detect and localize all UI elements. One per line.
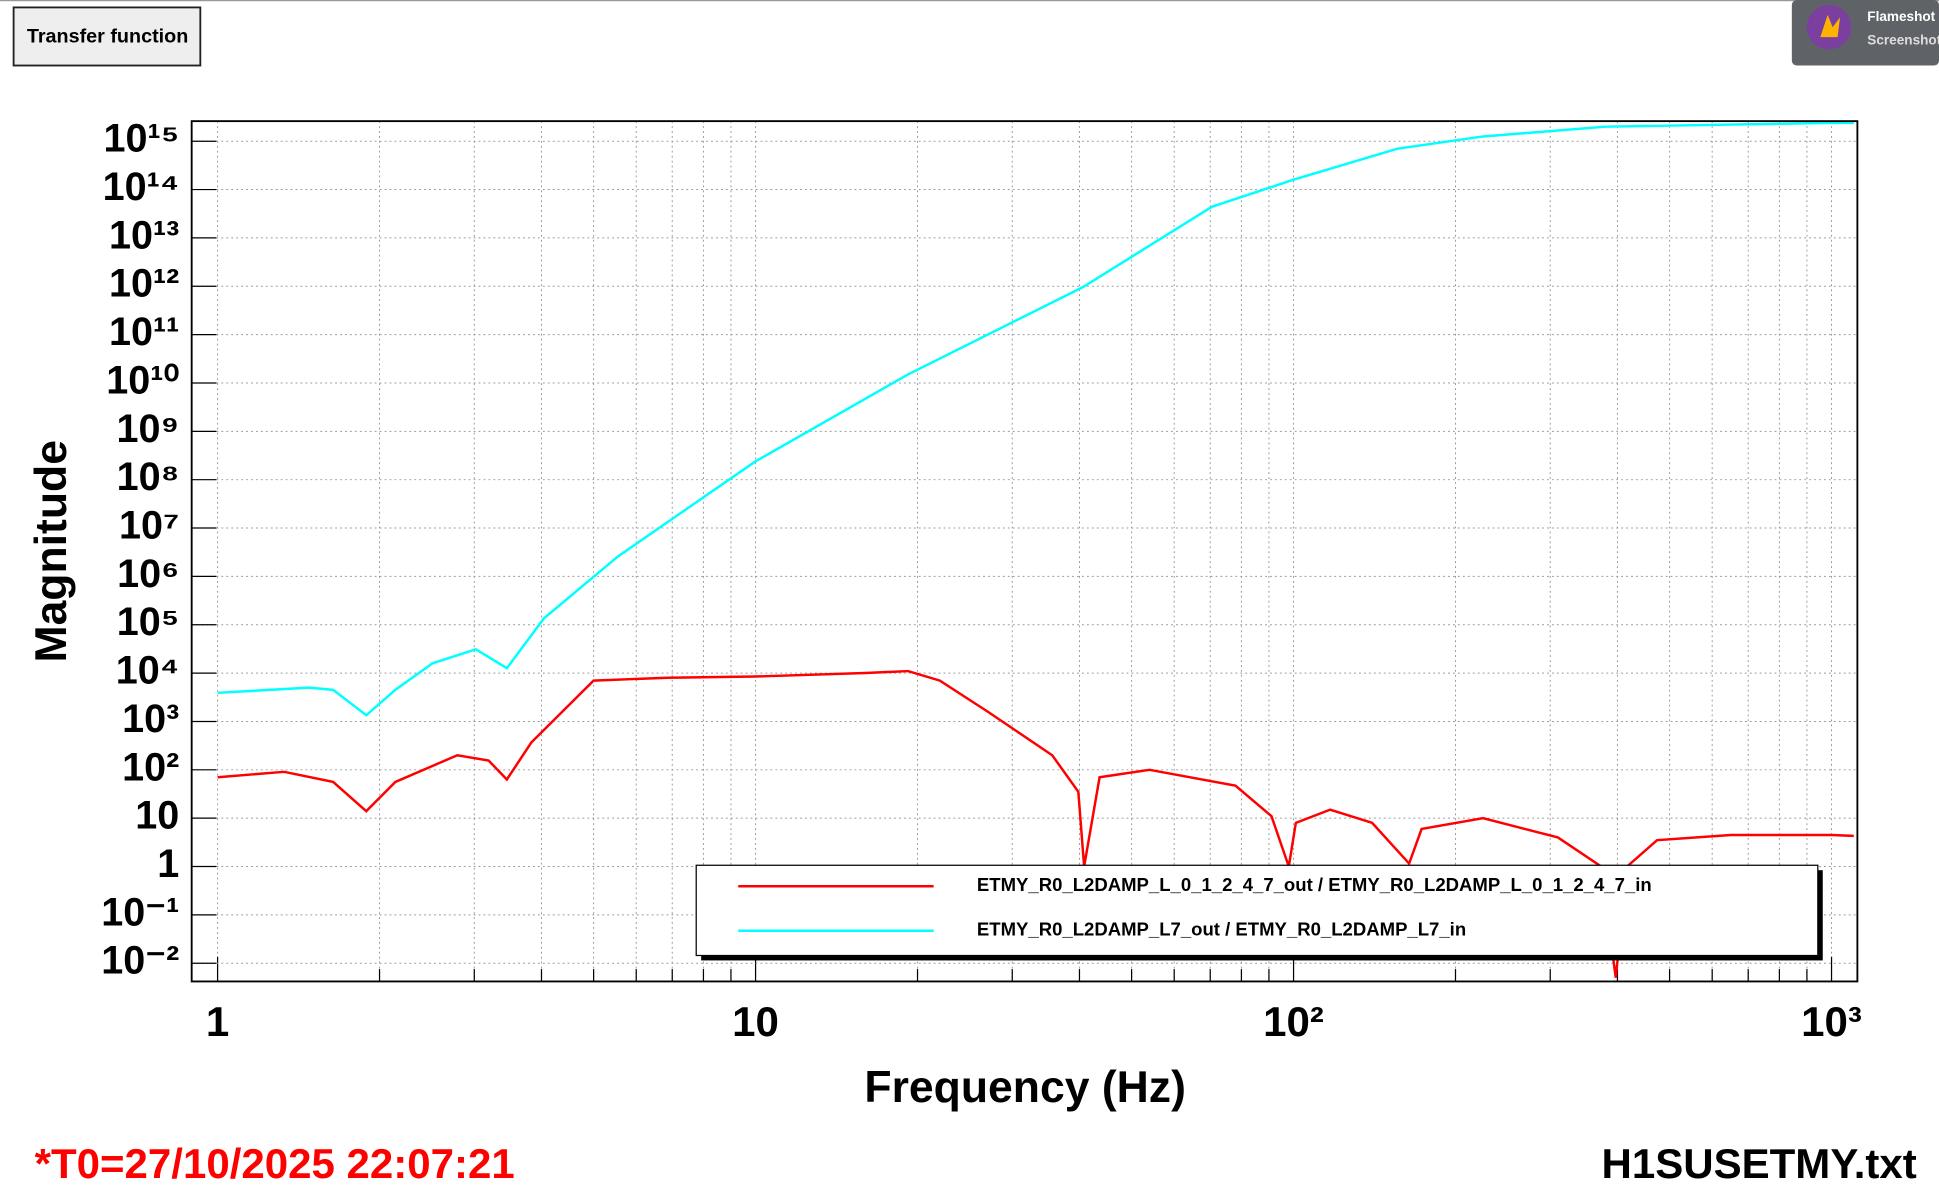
button-label[interactable]: Transfer function xyxy=(27,25,188,47)
badge-title: Flameshot xyxy=(1867,9,1935,24)
legend-label: ETMY_R0_L2DAMP_L_0_1_2_4_7_out / ETMY_R0… xyxy=(977,874,1652,895)
t0-label: *T0=27/10/2025 22:07:21 xyxy=(35,1140,515,1187)
y-tick-label: 10⁵ xyxy=(117,600,180,644)
y-tick-label: 10¹³ xyxy=(109,213,179,257)
plot-frame xyxy=(190,120,1859,983)
legend-label: ETMY_R0_L2DAMP_L7_out / ETMY_R0_L2DAMP_L… xyxy=(977,919,1466,940)
x-tick-label: 10² xyxy=(1263,998,1324,1045)
badge-subtitle: Screenshot xyxy=(1867,32,1939,47)
y-tick-label: 10¹⁴ xyxy=(103,165,180,209)
badge-flame xyxy=(1820,14,1841,38)
y-tick-label: 1 xyxy=(157,842,179,886)
y-tick-label: 10 xyxy=(135,794,179,838)
y-axis-title: Magnitude xyxy=(27,440,76,662)
y-tick-label: 10⁹ xyxy=(117,407,180,451)
y-tick-label: 10⁻² xyxy=(101,939,179,983)
y-tick-label: 10⁶ xyxy=(117,552,179,596)
y-tick-label: 10¹⁰ xyxy=(106,358,179,402)
y-tick-label: 10⁸ xyxy=(117,455,180,499)
y-tick-label: 10³ xyxy=(122,697,179,741)
y-tick-label: 10² xyxy=(122,745,179,789)
x-tick-label: 1 xyxy=(206,998,229,1045)
y-tick-label: 10⁻¹ xyxy=(101,890,179,934)
y-tick-label: 10⁴ xyxy=(116,649,180,693)
file-label: H1SUSETMY.txt xyxy=(1601,1140,1916,1187)
plot-area xyxy=(191,121,1858,982)
legend xyxy=(695,864,1819,957)
plot: 1 10 10² 10³10⁻²10⁻¹11010²10³10⁴10⁵10⁶10⁷10… xyxy=(101,117,1862,1045)
x-axis-title: Frequency (Hz) xyxy=(864,1063,1186,1112)
y-tick-label: 10¹¹ xyxy=(109,310,179,354)
button[interactable] xyxy=(12,6,202,67)
x-tick-label: 10³ xyxy=(1801,998,1862,1045)
series-line xyxy=(217,121,1854,717)
y-tick-label: 10¹⁵ xyxy=(104,117,180,161)
series-line xyxy=(217,669,1854,978)
y-tick-label: 10⁷ xyxy=(119,503,179,547)
y-tick-label: 10¹² xyxy=(109,262,179,306)
x-tick-label: 10 xyxy=(732,998,779,1045)
